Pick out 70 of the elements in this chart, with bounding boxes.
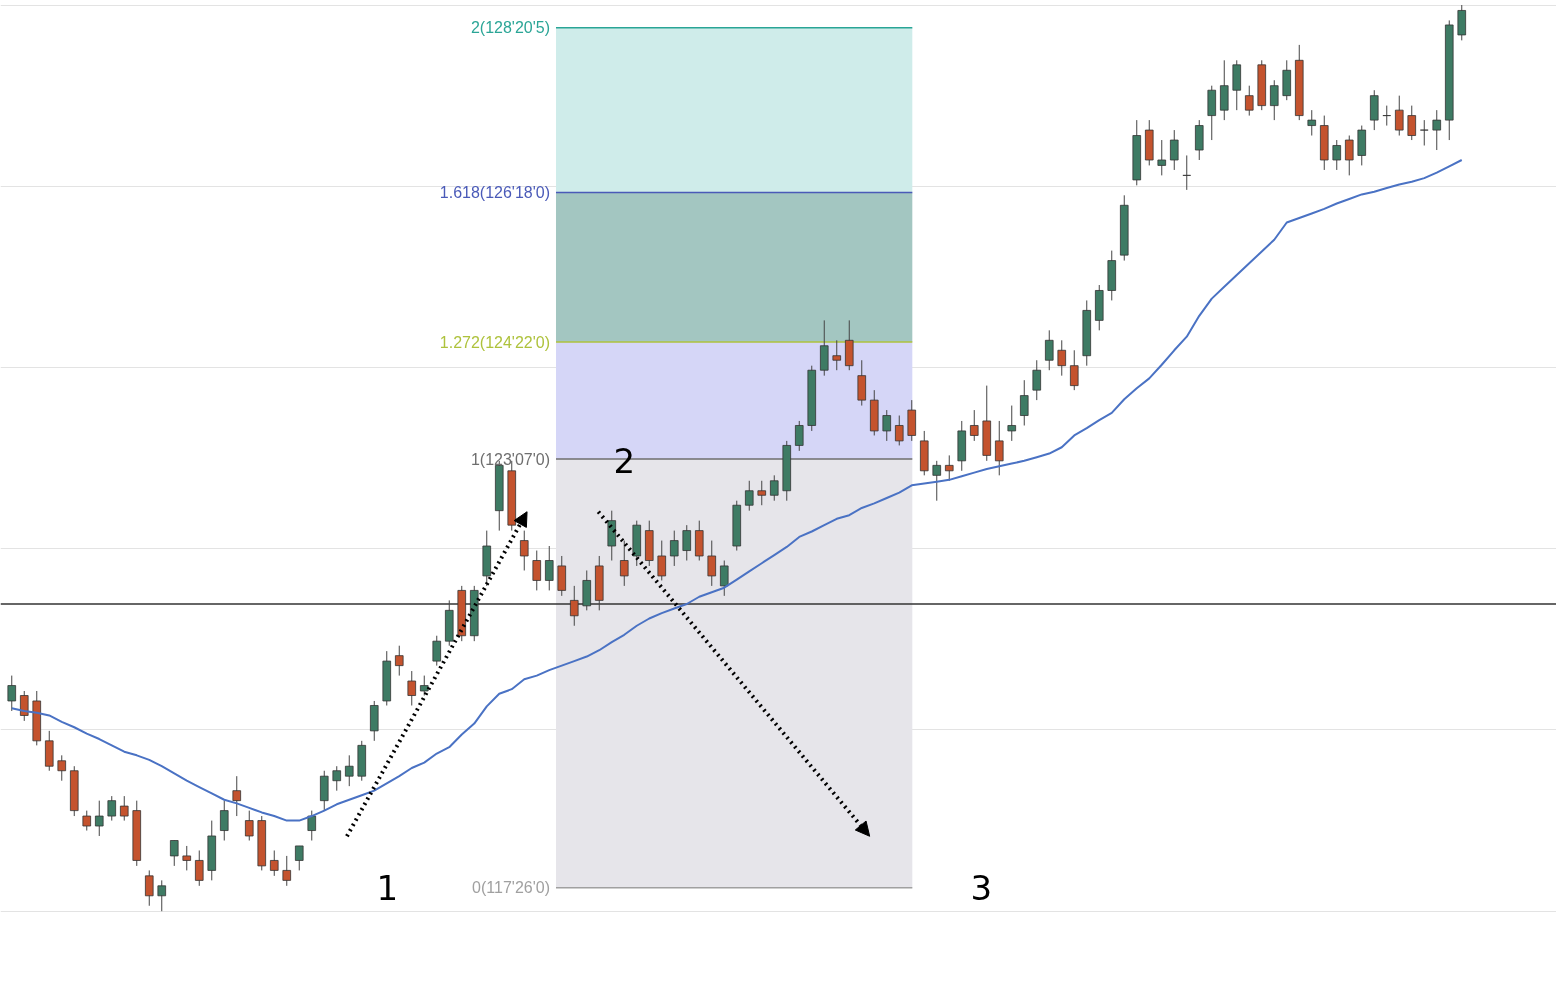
candlestick: [282, 855, 292, 887]
candlestick: [57, 754, 67, 782]
candlestick: [244, 810, 254, 842]
candlestick: [1007, 405, 1017, 442]
candlestick: [532, 550, 542, 591]
annotation: 0(117'26'0): [472, 879, 550, 897]
candlestick: [394, 645, 404, 677]
candlestick: [1332, 139, 1342, 171]
candlestick: [969, 409, 979, 442]
candlestick: [744, 480, 754, 512]
candlestick: [519, 530, 529, 571]
annotation: 1.618(126'18'0): [439, 184, 550, 202]
annotation: 2(128'20'5): [470, 19, 550, 37]
candlestick: [419, 675, 429, 697]
candlestick: [932, 460, 942, 502]
candlestick: [544, 545, 554, 591]
candlestick: [757, 480, 767, 506]
candlestick: [1407, 105, 1417, 141]
candlestick: [882, 409, 892, 442]
candlestick: [107, 795, 117, 822]
annotation: 1: [376, 868, 399, 908]
candlestick: [1419, 119, 1429, 146]
candlestick: [1307, 109, 1317, 137]
candlestick: [144, 869, 154, 907]
candlestick: [157, 879, 167, 912]
candlestick: [682, 524, 692, 562]
candlestick: [794, 420, 804, 452]
candlestick: [1432, 109, 1442, 151]
candlestick: [1244, 85, 1254, 117]
candlestick: [769, 474, 779, 502]
candlestick: [1394, 95, 1404, 137]
candlestick: [7, 675, 17, 712]
candlestick: [119, 795, 129, 822]
candlestick: [1344, 135, 1354, 176]
candlestick: [344, 754, 354, 787]
candlestick: [1069, 349, 1079, 391]
candlestick: [1169, 129, 1179, 171]
annotation: 3: [970, 868, 993, 908]
candlestick: [1057, 339, 1067, 377]
candlestick: [944, 454, 954, 482]
candlestick: [19, 690, 29, 722]
candlestick: [307, 810, 317, 842]
annotation: 1.272(124'22'0): [439, 333, 550, 351]
candlestick: [332, 765, 342, 792]
candlestick: [1032, 359, 1042, 401]
candlestick: [832, 339, 842, 371]
candlestick: [232, 775, 242, 817]
candlestick: [269, 849, 279, 877]
candlestick: [669, 530, 679, 567]
candlestick: [719, 560, 729, 597]
candlestick: [894, 415, 904, 446]
candlestick: [94, 800, 104, 837]
candlestick: [994, 420, 1004, 476]
candlestick: [169, 840, 179, 867]
candlestick: [82, 810, 92, 832]
candlestick: [1269, 79, 1279, 121]
candlestick: [619, 540, 629, 587]
candlestick: [1157, 139, 1167, 176]
candlestick: [407, 670, 417, 706]
candlestick: [1019, 379, 1029, 426]
candlestick: [707, 540, 717, 587]
annotation: 2: [613, 441, 636, 481]
candlestick: [294, 845, 304, 871]
candlestick: [219, 800, 229, 842]
candlestick: [1044, 329, 1054, 371]
candlestick: [194, 849, 204, 887]
annotation: 1(123'07'0): [470, 450, 550, 468]
candlestick: [432, 635, 442, 667]
candlestick: [182, 845, 192, 871]
candlestick: [657, 540, 667, 581]
